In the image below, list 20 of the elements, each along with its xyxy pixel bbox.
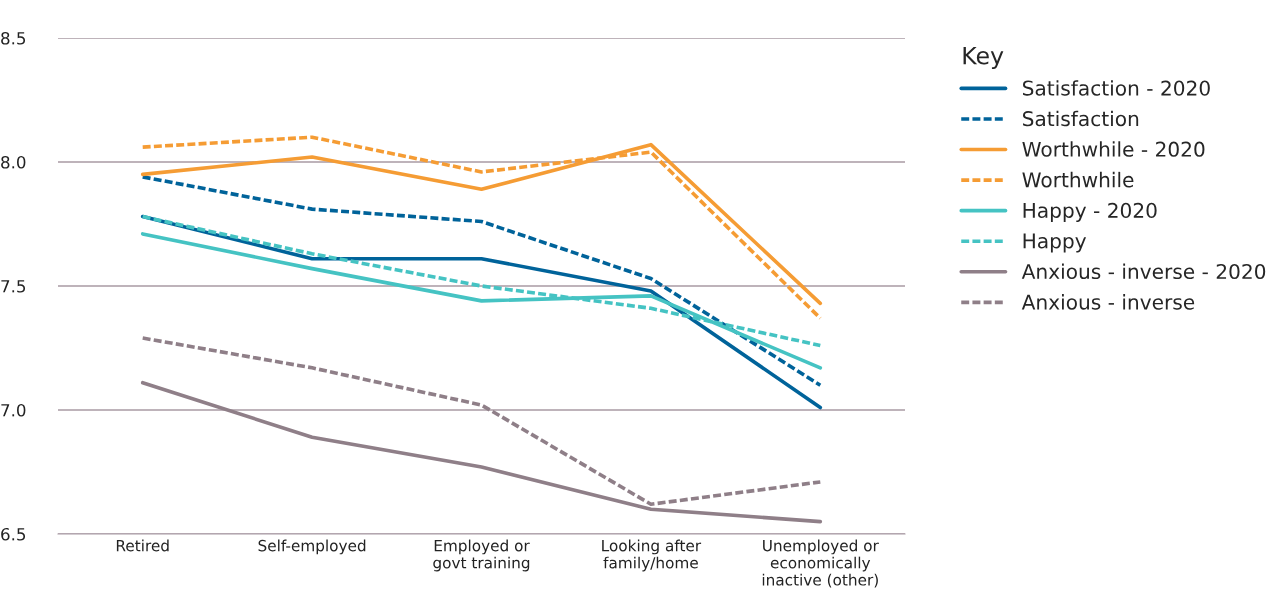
x-tick-label: Retired bbox=[116, 539, 169, 552]
legend-label: Happy - 2020 bbox=[1023, 202, 1157, 222]
legend-label: Satisfaction bbox=[1022, 110, 1139, 127]
y-tick-label: 8.5 bbox=[1, 31, 26, 45]
x-tick-label: Employed or govt training bbox=[433, 539, 530, 572]
y-tick-label: 6.5 bbox=[1, 527, 26, 541]
legend-label: Happy bbox=[1023, 233, 1087, 253]
line-series bbox=[140, 175, 823, 388]
legend-label: Worthwhile bbox=[1022, 171, 1134, 188]
y-tick-label: 8.0 bbox=[1, 155, 26, 169]
legend-label: Anxious - inverse - 2020 bbox=[1021, 263, 1266, 280]
legend-title: Key bbox=[963, 46, 1004, 70]
x-tick-label: Self-employed bbox=[258, 539, 366, 555]
y-tick-label: 7.5 bbox=[1, 280, 26, 293]
legend-label: Satisfaction - 2020 bbox=[1022, 80, 1210, 96]
x-tick-label: Unemployed or economically inactive (other) bbox=[762, 539, 879, 588]
y-tick-label: 7.0 bbox=[1, 403, 26, 417]
legend-label: Worthwhile - 2020 bbox=[1022, 141, 1205, 157]
x-tick-label: Looking after family/home bbox=[602, 539, 702, 572]
legend-label: Anxious - inverse bbox=[1021, 294, 1195, 310]
